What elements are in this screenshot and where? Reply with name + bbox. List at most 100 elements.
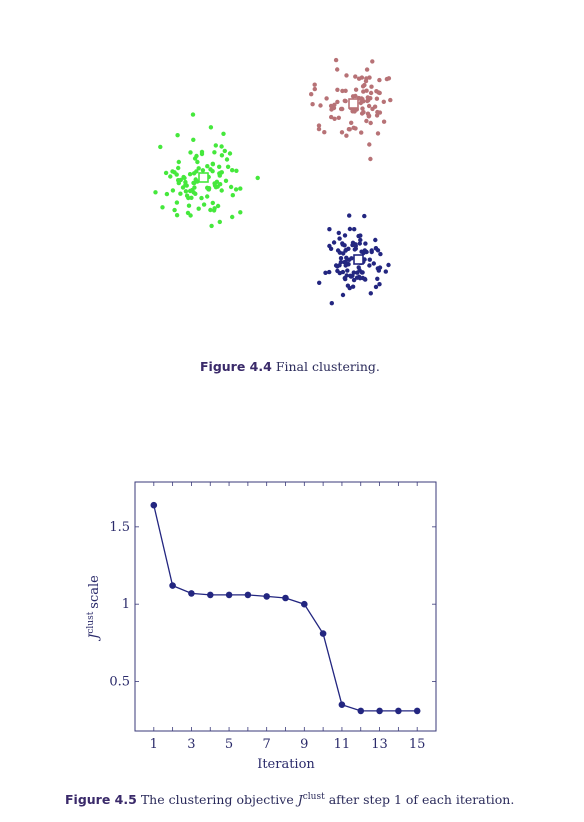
y-tick-label: 0.5 — [109, 675, 130, 690]
navy-cluster-point — [336, 230, 341, 236]
axis-ticks — [135, 482, 436, 731]
green-cluster-point — [255, 175, 260, 181]
green-cluster-point — [206, 186, 212, 191]
green-cluster-point — [199, 151, 205, 157]
pink-cluster-point — [366, 114, 371, 119]
pink-cluster-point — [335, 99, 340, 105]
series-point — [244, 591, 252, 599]
pink-cluster-point — [353, 74, 358, 79]
green-cluster-point — [164, 191, 170, 197]
green-cluster-point — [234, 168, 239, 173]
series-point — [338, 701, 346, 708]
pink-cluster-point — [346, 127, 352, 132]
green-cluster-point — [213, 185, 219, 190]
green-cluster-point — [172, 170, 177, 175]
navy-cluster-point — [329, 301, 334, 306]
pink-cluster-point — [367, 142, 372, 147]
pink-cluster-point — [370, 59, 375, 64]
navy-cluster-point — [358, 233, 363, 238]
green-cluster-point — [176, 159, 181, 165]
navy-cluster-point — [331, 240, 337, 245]
green-cluster-point — [217, 164, 222, 169]
navy-cluster-point — [343, 263, 348, 268]
scatter-points — [153, 57, 393, 306]
green-cluster-point — [205, 164, 210, 169]
navy-cluster-point — [375, 276, 380, 281]
green-cluster-point — [212, 150, 217, 155]
green-cluster-point — [191, 137, 196, 142]
green-centroid — [198, 172, 209, 183]
figure-4-5-label: Figure 4.5 — [65, 792, 137, 808]
navy-cluster-point — [342, 260, 347, 265]
green-cluster-point — [223, 178, 229, 183]
green-cluster-point — [176, 178, 181, 183]
pink-cluster-point — [353, 93, 358, 99]
navy-cluster-point — [359, 270, 365, 275]
green-cluster-point — [210, 200, 215, 206]
green-cluster-point — [219, 188, 224, 193]
pink-cluster-point — [374, 113, 380, 118]
pink-cluster-point — [374, 96, 380, 101]
pink-cluster-point — [359, 130, 364, 135]
navy-cluster-point — [358, 237, 363, 243]
series-point — [169, 582, 176, 589]
green-cluster-point — [180, 185, 186, 190]
green-cluster-point — [210, 162, 216, 167]
navy-cluster-point — [367, 257, 372, 262]
pink-cluster-point — [364, 67, 370, 72]
green-cluster-point — [222, 148, 227, 154]
green-cluster-point — [219, 144, 224, 149]
y-axis-label: Jclust scale — [86, 575, 102, 642]
series-point — [301, 600, 308, 608]
pink-cluster-point — [368, 120, 373, 126]
navy-cluster-point — [373, 237, 378, 243]
pink-cluster-point — [381, 99, 386, 105]
pink-cluster-point — [353, 87, 359, 92]
navy-cluster-point — [347, 226, 353, 232]
pink-cluster-point — [312, 86, 317, 92]
green-cluster-point — [196, 206, 201, 211]
y-axis-symbol: J — [87, 633, 102, 642]
green-cluster-point — [160, 205, 165, 210]
pink-cluster-point — [386, 76, 392, 81]
pink-cluster-point — [374, 89, 379, 94]
green-cluster-point — [190, 112, 196, 117]
navy-cluster-point — [353, 243, 358, 249]
pink-cluster-point — [343, 88, 348, 94]
green-cluster-point — [176, 165, 181, 171]
pink-cluster-point — [366, 103, 372, 109]
green-cluster-point — [188, 150, 193, 155]
navy-cluster-point — [340, 242, 345, 247]
series-point — [150, 501, 158, 509]
green-cluster-point — [183, 189, 189, 194]
green-cluster-point — [189, 195, 194, 200]
navy-cluster-point — [342, 233, 348, 238]
green-cluster-point — [195, 159, 200, 165]
pink-cluster-point — [369, 84, 374, 89]
pink-cluster-point — [324, 96, 329, 101]
green-cluster-point — [200, 168, 206, 173]
green-cluster-point — [170, 188, 176, 193]
green-cluster-point — [208, 125, 214, 130]
navy-cluster-point — [368, 291, 373, 296]
green-cluster-point — [174, 213, 180, 218]
pink-centroid — [348, 98, 359, 109]
navy-cluster-point — [338, 256, 344, 261]
green-cluster-point — [191, 171, 197, 176]
green-cluster-point — [158, 144, 163, 150]
navy-cluster-point — [378, 251, 383, 257]
green-cluster-point — [230, 214, 235, 220]
pink-cluster-point — [316, 126, 322, 132]
pink-cluster-point — [329, 114, 334, 120]
figure-4-4-text: Final clustering. — [275, 359, 380, 374]
series-point — [225, 591, 233, 599]
navy-cluster-point — [341, 251, 346, 256]
y-tick-label: 1 — [122, 597, 130, 612]
navy-cluster-point — [337, 270, 342, 276]
series-point — [207, 591, 214, 599]
objective-symbol: J — [297, 792, 303, 808]
green-cluster-point — [191, 180, 196, 186]
series-point — [413, 707, 421, 715]
green-cluster-point — [175, 133, 180, 138]
green-cluster-point — [209, 223, 214, 229]
